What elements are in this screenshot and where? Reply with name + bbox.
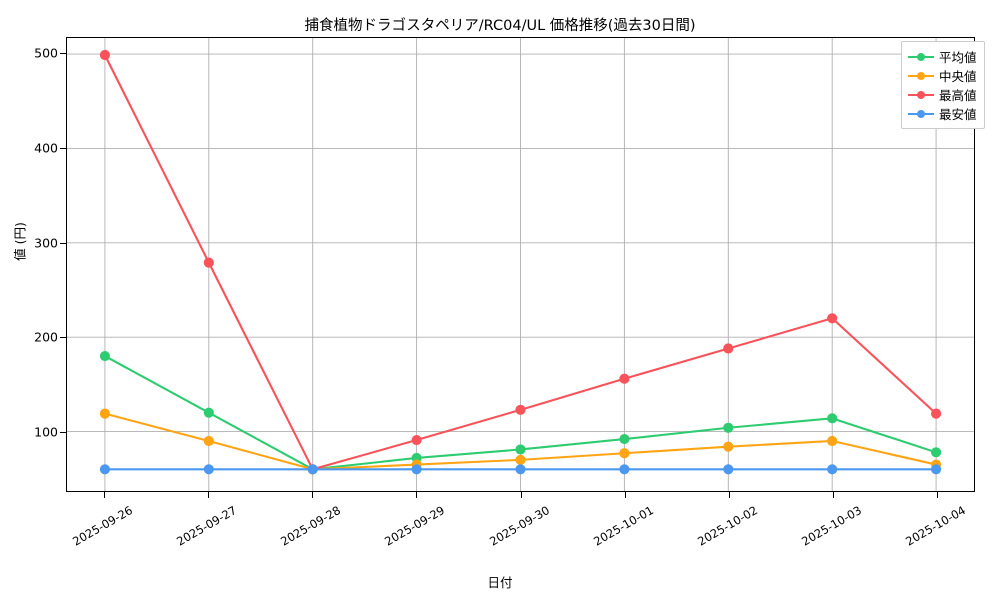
legend-swatch-icon xyxy=(908,51,934,63)
data-point xyxy=(99,408,111,419)
data-point xyxy=(619,448,630,459)
data-point xyxy=(203,464,214,475)
data-point xyxy=(203,435,214,447)
chart-title: 捕食植物ドラゴスタペリア/RC04/UL 価格推移(過去30日間) xyxy=(304,18,696,34)
data-point xyxy=(619,464,630,475)
data-point xyxy=(515,404,526,415)
y-tick-mark xyxy=(60,337,66,339)
x-tick-mark xyxy=(312,492,314,498)
x-tick-mark xyxy=(937,492,938,498)
x-tick-label: 2025-09-26 xyxy=(70,503,135,549)
chart-legend: 平均値中央値最高値最安値 xyxy=(901,41,985,129)
plot-area xyxy=(66,37,975,492)
x-tick-label: 2025-09-30 xyxy=(486,503,552,549)
data-point xyxy=(827,464,838,475)
x-tick-label: 2025-10-02 xyxy=(694,503,760,549)
data-series-layer xyxy=(99,49,942,475)
x-tick-mark xyxy=(624,492,626,498)
y-tick-label: 300 xyxy=(34,235,58,251)
x-tick-mark xyxy=(104,492,105,498)
y-tick-label: 400 xyxy=(34,140,58,156)
x-tick-label: 2025-10-03 xyxy=(798,503,864,549)
x-tick-label: 2025-10-01 xyxy=(590,503,656,549)
data-point xyxy=(99,49,111,61)
legend-label: 平均値 xyxy=(939,50,977,65)
y-tick-label: 500 xyxy=(34,45,58,61)
data-point xyxy=(723,343,734,354)
x-tick-mark xyxy=(208,492,210,498)
data-point xyxy=(307,464,318,475)
x-tick-mark xyxy=(832,492,834,498)
data-point xyxy=(723,464,734,475)
data-point xyxy=(99,464,111,475)
legend-label: 最安値 xyxy=(939,107,977,122)
legend-swatch-icon xyxy=(908,70,934,82)
data-point xyxy=(515,454,526,465)
legend-label: 最高値 xyxy=(939,88,977,103)
y-tick-label: 200 xyxy=(34,329,58,345)
data-point xyxy=(515,444,526,455)
x-tick-label: 2025-09-27 xyxy=(174,503,240,549)
data-point xyxy=(827,413,838,424)
data-point xyxy=(203,257,214,268)
data-point xyxy=(411,464,422,475)
legend-item-0[interactable]: 平均値 xyxy=(908,47,977,66)
data-point xyxy=(619,434,630,445)
data-point xyxy=(203,407,214,418)
x-tick-mark xyxy=(416,492,418,498)
legend-item-3[interactable]: 最安値 xyxy=(908,104,977,123)
y-axis-tick-labels: 100 200 300 400 500 xyxy=(0,0,58,600)
data-point xyxy=(930,447,942,458)
legend-label: 中央値 xyxy=(939,69,977,84)
y-tick-mark xyxy=(60,53,66,55)
x-tick-label: 2025-09-29 xyxy=(382,503,448,549)
data-point xyxy=(723,441,734,452)
legend-swatch-icon xyxy=(908,89,934,101)
x-axis-label: 日付 xyxy=(487,575,513,590)
legend-swatch-icon xyxy=(908,108,934,120)
legend-item-2[interactable]: 最高値 xyxy=(908,85,977,104)
data-point xyxy=(827,313,838,324)
data-point xyxy=(99,350,111,362)
data-point xyxy=(723,422,734,433)
legend-item-1[interactable]: 中央値 xyxy=(908,66,977,85)
data-point xyxy=(411,434,422,446)
y-tick-mark xyxy=(60,242,66,244)
x-tick-mark xyxy=(520,492,522,498)
x-tick-label: 2025-09-28 xyxy=(278,503,344,549)
x-tick-mark xyxy=(728,492,730,498)
y-tick-mark xyxy=(60,432,66,434)
data-point xyxy=(930,408,942,419)
data-point xyxy=(515,464,526,475)
data-point xyxy=(619,373,630,384)
data-point xyxy=(930,464,942,475)
x-tick-label: 2025-10-04 xyxy=(903,503,968,549)
data-point xyxy=(827,435,838,447)
y-tick-mark xyxy=(60,147,66,149)
y-tick-label: 100 xyxy=(34,424,58,440)
